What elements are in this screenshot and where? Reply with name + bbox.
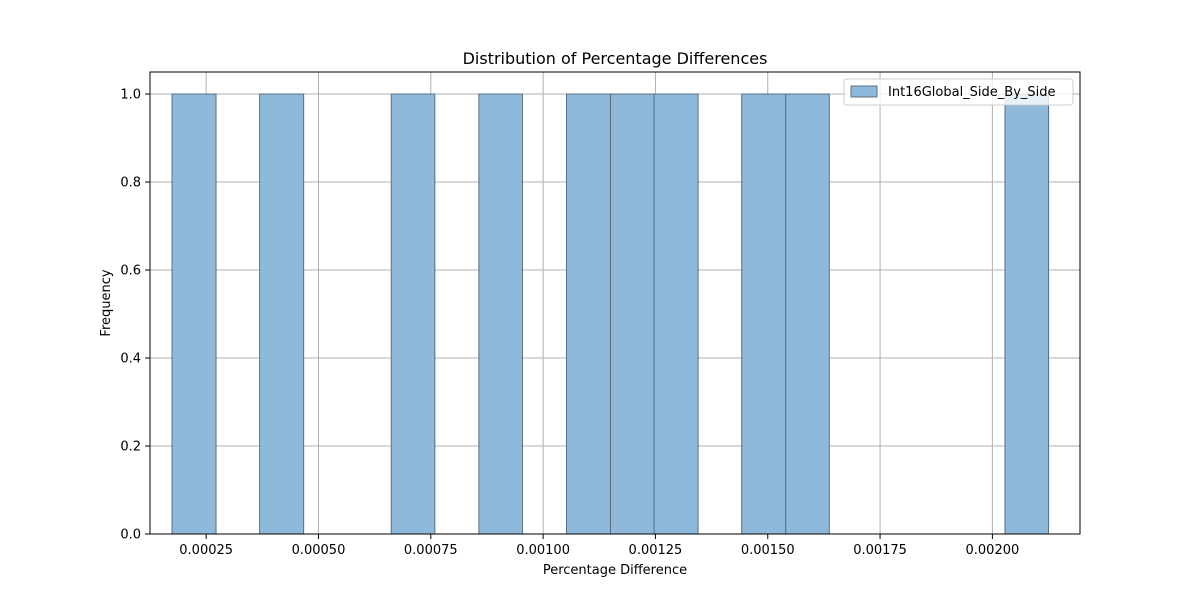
x-tick-label: 0.00100 <box>516 543 570 558</box>
x-tick-label: 0.00025 <box>179 543 233 558</box>
y-tick-label: 1.0 <box>120 88 141 103</box>
y-tick-label: 0.2 <box>120 440 141 455</box>
histogram-bar <box>610 93 655 535</box>
histogram-bar <box>1004 93 1050 535</box>
legend-label: Int16Global_Side_By_Side <box>888 85 1056 100</box>
chart-title: Distribution of Percentage Differences <box>463 49 768 68</box>
x-tick-label: 0.00075 <box>404 543 458 558</box>
axis-ticks: 0.00025 0.00050 0.00075 0.00100 0.00125 0.001… <box>120 88 1019 559</box>
y-axis-label: Frequency <box>99 269 114 336</box>
y-tick-label: 0.8 <box>120 176 141 191</box>
histogram-bar <box>785 93 830 535</box>
histogram-bar <box>390 93 436 535</box>
x-tick-label: 0.00150 <box>741 543 795 558</box>
x-axis-label: Percentage Difference <box>543 563 687 578</box>
histogram-bar <box>653 93 699 535</box>
histogram-bar <box>741 93 787 535</box>
histogram-bar <box>478 93 523 535</box>
y-tick-label: 0.6 <box>120 264 141 279</box>
y-tick-label: 0.4 <box>120 352 141 367</box>
x-tick-label: 0.00175 <box>853 543 907 558</box>
plot-frame <box>149 71 1081 535</box>
histogram-bar <box>171 93 217 535</box>
histogram-bar <box>259 93 305 535</box>
legend: Int16Global_Side_By_Side <box>843 78 1074 106</box>
x-tick-label: 0.00125 <box>629 543 683 558</box>
y-tick-label: 0.0 <box>120 528 141 543</box>
x-tick-label: 0.00200 <box>966 543 1020 558</box>
legend-box <box>843 78 1074 106</box>
x-tick-label: 0.00050 <box>292 543 346 558</box>
legend-swatch <box>850 85 878 98</box>
bars <box>171 93 1050 535</box>
histogram-bar <box>565 93 612 535</box>
